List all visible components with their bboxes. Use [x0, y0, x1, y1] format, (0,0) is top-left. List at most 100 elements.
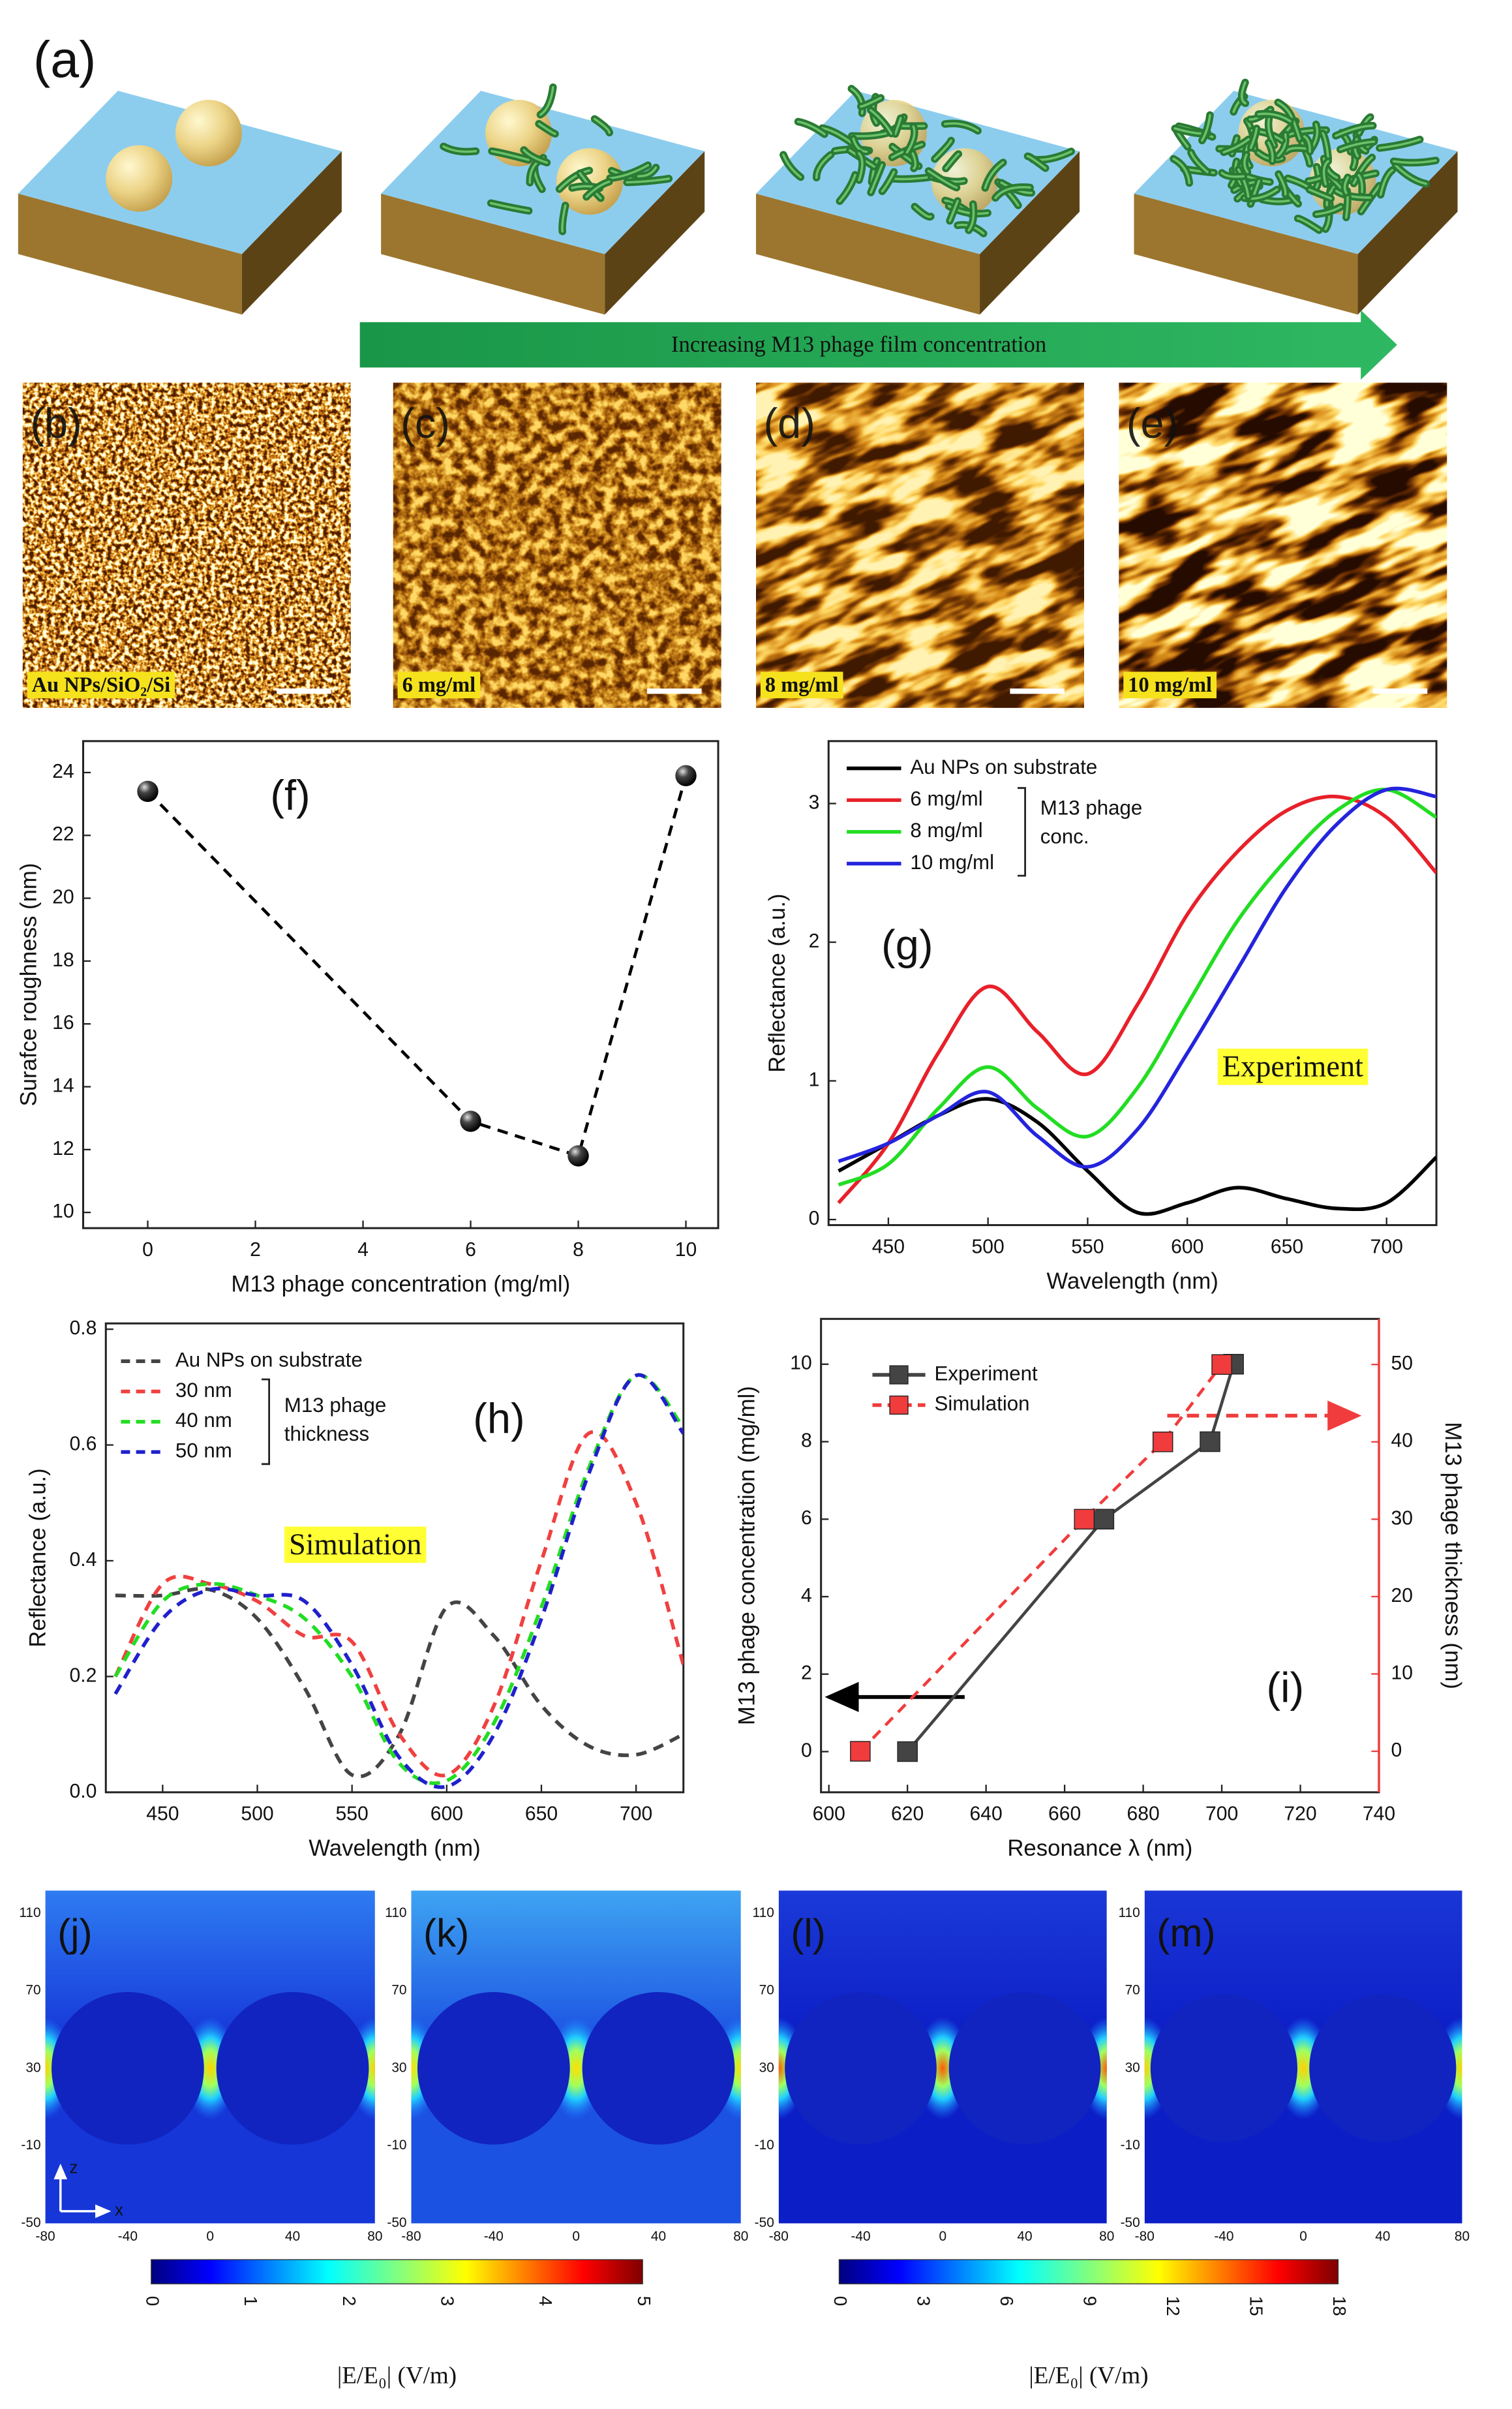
x-tick-label: 700	[1205, 1803, 1238, 1825]
phage-rod-highlight	[881, 170, 896, 192]
legend-label: Experiment	[935, 1362, 1038, 1385]
colorbar-tick-label: 2	[339, 2296, 359, 2306]
annotation: Experiment	[1222, 1050, 1363, 1083]
plot-area	[113, 1373, 684, 1789]
phage-rod-highlight	[869, 109, 893, 135]
phage-rod-highlight	[558, 169, 591, 191]
annotation: Simulation	[289, 1528, 421, 1561]
colorbar-tick-label: 0	[142, 2296, 162, 2306]
x-tick-label: 700	[1370, 1236, 1403, 1257]
axis-icon-label: z	[70, 2159, 78, 2177]
y-axis-label: Surafce roughness (nm)	[17, 863, 42, 1107]
y-tick-label: 0.8	[69, 1317, 97, 1339]
point	[1152, 1432, 1173, 1452]
y-tick-label: 0	[809, 1208, 820, 1229]
phage-rod-highlight	[815, 153, 832, 179]
phage-rod-highlight	[593, 117, 611, 134]
phage-rod-highlight	[1240, 81, 1247, 105]
x-tick-label: 4	[357, 1239, 369, 1261]
colorbar	[151, 2259, 643, 2284]
phage-rod-highlight	[858, 152, 864, 181]
map-y-tick-label: 110	[385, 1905, 406, 1920]
x-tick-label: 600	[1171, 1236, 1203, 1257]
map-x-tick-label: -80	[769, 2229, 789, 2244]
afm-image	[22, 382, 351, 708]
phage-rod-highlight	[994, 186, 1031, 200]
y-tick-label: 2	[801, 1663, 812, 1684]
point	[897, 1741, 918, 1762]
map-x-tick-label: 40	[651, 2229, 666, 2244]
afm-caption: 6 mg/ml	[402, 673, 476, 697]
phage-rod-highlight	[905, 125, 916, 154]
gold-nanoparticle	[106, 145, 173, 212]
concentration-arrow	[359, 310, 1397, 380]
map-x-tick-label: 80	[1455, 2229, 1470, 2244]
series-line	[838, 788, 1437, 1187]
panel-label: (a)	[33, 31, 96, 88]
series-line	[113, 1373, 684, 1785]
nanoparticle	[1309, 1995, 1457, 2142]
phage-rod-highlight	[852, 137, 868, 153]
nanoparticle	[1150, 1995, 1297, 2142]
substrate-tile	[1134, 78, 1458, 315]
y-tick-label: 22	[52, 823, 74, 845]
phage-rod-highlight	[1378, 138, 1421, 149]
phage-rod-highlight	[489, 202, 530, 212]
phage-rod-highlight	[1220, 172, 1245, 178]
annotation: (g)	[881, 921, 933, 969]
x-tick-label: 650	[1271, 1236, 1303, 1257]
colorbar-tick-label: 3	[437, 2296, 457, 2306]
x-tick-label: 550	[1071, 1236, 1104, 1257]
phage-rod-highlight	[1257, 112, 1292, 123]
colorbar-tick-label: 1	[241, 2296, 261, 2306]
map-x-tick-label: 80	[367, 2229, 382, 2244]
y-tick-label: 14	[52, 1075, 74, 1096]
series-line	[837, 794, 1437, 1204]
x-tick-label: 8	[573, 1239, 584, 1261]
x-tick-label: 650	[525, 1803, 558, 1825]
point	[1093, 1509, 1115, 1530]
map-y-tick-label: -50	[21, 2215, 40, 2230]
phage-rod-highlight	[1243, 153, 1249, 174]
map-x-tick-label: -40	[1214, 2229, 1233, 2244]
phage-rod-highlight	[1338, 140, 1376, 151]
phage-rod-highlight	[1394, 164, 1427, 185]
y-tick-label: 24	[52, 761, 74, 782]
y-tick-label: 8	[801, 1430, 812, 1451]
phage-rod-highlight	[984, 161, 1005, 189]
y-tick-label: 18	[52, 949, 74, 971]
panel-label: (m)	[1157, 1910, 1215, 1955]
nanoparticle	[52, 1992, 204, 2145]
y-tick-label: 0.2	[69, 1665, 97, 1686]
x-axis-label: M13 phage concentration (mg/ml)	[231, 1272, 570, 1297]
phage-rod-highlight	[933, 139, 952, 161]
map-y-tick-label: 110	[1119, 1905, 1140, 1920]
y-tick-label: 0.6	[69, 1434, 97, 1455]
map-x-tick-label: 80	[1099, 2229, 1114, 2244]
phage-rod-highlight	[561, 204, 567, 233]
nanoparticle	[948, 1992, 1101, 2145]
phage-rod-highlight	[1308, 188, 1333, 200]
text-highlight	[284, 1526, 427, 1563]
x-tick-label: 680	[1126, 1803, 1159, 1825]
afm-image	[1119, 382, 1447, 708]
map-y-tick-label: -50	[755, 2215, 774, 2230]
legend-marker	[889, 1365, 909, 1385]
y-tick-label: 3	[809, 791, 820, 813]
point	[460, 1111, 481, 1132]
x-axis-label: Wavelength (nm)	[309, 1836, 480, 1861]
legend-bracket	[262, 1378, 270, 1465]
legend-note: thickness	[284, 1422, 369, 1445]
y-tick-label: 6	[801, 1507, 812, 1529]
phage-rod-highlight	[860, 97, 882, 108]
map-y-tick-label: 30	[759, 2060, 774, 2075]
afm-image	[756, 382, 1085, 708]
phage-rod-highlight	[894, 117, 902, 136]
afm-caption: Au NPs/SiO₂/Si	[32, 673, 171, 697]
map-x-tick-label: -80	[401, 2229, 421, 2244]
phage-rod-highlight	[626, 177, 671, 184]
y2-tick-label: 30	[1391, 1507, 1414, 1529]
y-tick-label: 4	[801, 1585, 812, 1606]
x-tick-label: 450	[872, 1236, 905, 1257]
